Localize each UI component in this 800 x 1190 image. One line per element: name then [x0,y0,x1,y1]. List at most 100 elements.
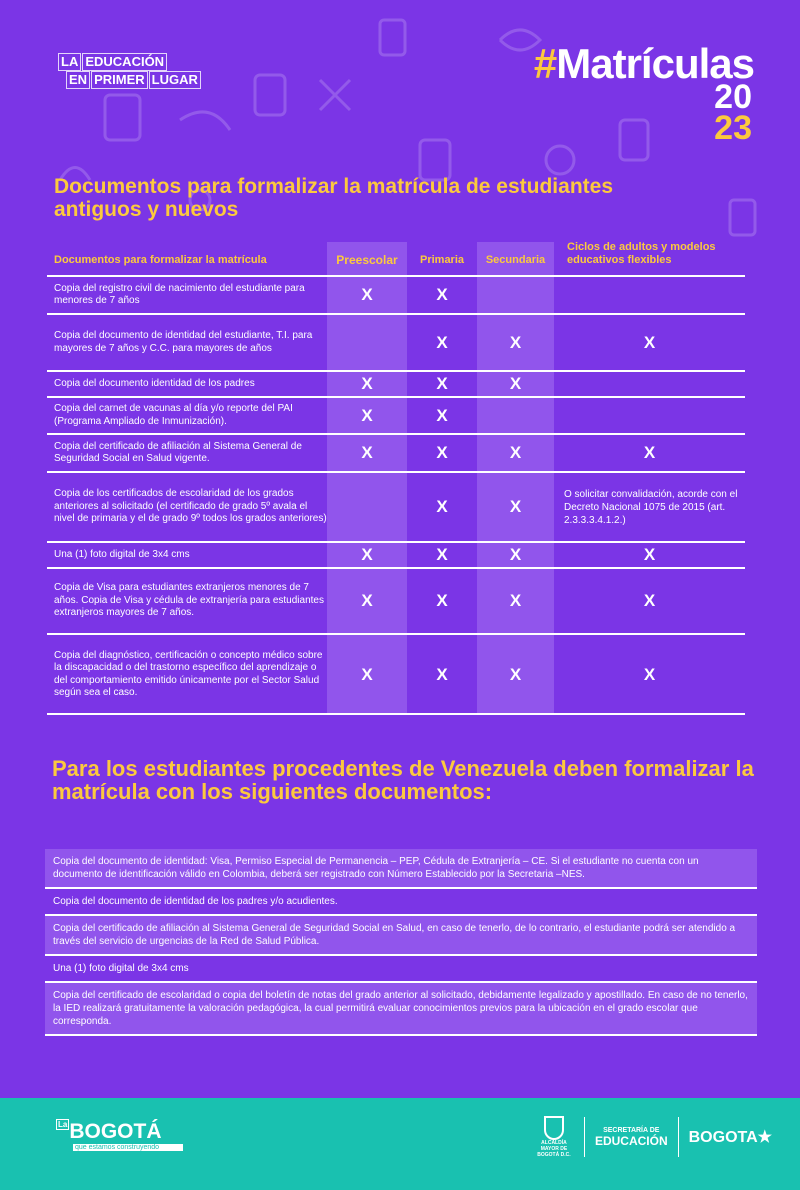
required-mark-ciclos: X [643,664,656,684]
footer: LaBOGOTÁ que estamos construyendo ALCALDÍ… [0,1098,800,1190]
document-description: Copia de Visa para estudiantes extranjer… [54,582,324,619]
column-header-preescolar: Preescolar [336,253,398,267]
required-mark-primaria: X [436,545,448,564]
column-header-ciclos: Ciclos de adultos y modelos educativos f… [567,241,716,266]
logo-la: La [56,1119,70,1130]
campaign-title: #Matrículas [533,40,755,88]
lema-word: EN [66,71,91,89]
empty-cell-secundaria [477,398,554,433]
alcaldia-logo: ALCALDÍA MAYOR DE BOGOTÁ D.C. [534,1116,574,1158]
column-header-secundaria: Secundaria [485,254,546,266]
table-row: Copia del certificado de afiliación al S… [47,433,745,471]
year-top: 20 [714,78,752,116]
required-mark-secundaria: X [509,545,522,564]
empty-cell-ciclos [554,277,745,313]
ciclos-note: O solicitar convalidación, acorde con el… [564,488,738,526]
table-row: Copia del registro civil de nacimiento d… [47,275,745,313]
document-description: Una (1) foto digital de 3x4 cms [54,548,190,560]
school-doodles-pattern [58,18,757,237]
lema-word: LUGAR [148,71,201,89]
table-row: Copia del diagnóstico, certificación o c… [47,633,745,714]
lema-word: PRIMER [91,71,148,89]
required-mark-secundaria: X [509,664,522,684]
secretaria-educacion-logo: SECRETARÍA DE EDUCACIÓN [595,1127,668,1148]
required-mark-preescolar: X [361,545,373,564]
required-mark-primaria: X [436,497,448,516]
required-mark-secundaria: X [509,374,522,393]
alcaldia-text: ALCALDÍA MAYOR DE BOGOTÁ D.C. [537,1140,571,1158]
empty-cell-preescolar [327,315,407,370]
bogota-que-estamos-construyendo-logo: LaBOGOTÁ que estamos construyendo [56,1119,183,1151]
empty-cell-ciclos [554,398,745,433]
institutional-logos: ALCALDÍA MAYOR DE BOGOTÁ D.C. SECRETARÍA… [534,1116,772,1158]
column-header-primaria: Primaria [419,254,465,266]
campaign-year: 20 23 [714,78,752,147]
required-mark-preescolar: X [361,664,373,684]
logo-tagline: que estamos construyendo [73,1144,183,1151]
venezuela-document-item: Una (1) foto digital de 3x4 cms [45,956,757,983]
la-educacion-en-primer-lugar-logo: LA EDUCACIÓN EN PRIMER LUGAR [58,53,202,89]
table-row: Copia del documento de identidad del est… [47,313,745,370]
venezuela-documents-list: Copia del documento de identidad: Visa, … [45,849,757,1036]
required-mark-primaria: X [436,443,448,462]
required-mark-primaria: X [436,664,448,684]
empty-cell-ciclos [554,372,745,396]
required-mark-preescolar: X [361,591,373,610]
secretaria-top: SECRETARÍA DE [603,1126,660,1134]
table-bottom-divider [47,713,745,715]
table-row: Copia del carnet de vacunas al día y/o r… [47,396,745,433]
bogota-logo: BOGOTA★ [689,1127,772,1147]
document-description: Copia del certificado de afiliación al S… [54,440,302,465]
required-mark-primaria: X [436,405,448,425]
required-mark-secundaria: X [509,332,522,352]
lema-word: EDUCACIÓN [82,53,168,71]
required-mark-preescolar: X [361,443,373,462]
venezuela-document-item: Copia del certificado de escolaridad o c… [45,983,757,1036]
venezuela-document-item: Copia del certificado de afiliación al S… [45,916,757,956]
document-description: Copia del registro civil de nacimiento d… [54,282,305,307]
required-mark-ciclos: X [643,545,656,564]
required-mark-secundaria: X [509,591,522,610]
document-description: Copia del carnet de vacunas al día y/o r… [54,403,293,427]
lema-word: LA [58,53,82,71]
required-mark-ciclos: X [643,443,656,462]
logo-separator [583,1117,585,1157]
document-description: Copia de los certificados de escolaridad… [54,488,327,525]
section-title-venezuela: Para los estudiantes procedentes de Vene… [52,756,754,804]
table-row: Copia de Visa para estudiantes extranjer… [47,567,745,633]
empty-cell-secundaria [477,277,554,313]
column-header-documents: Documentos para formalizar la matrícula [54,254,267,266]
required-mark-secundaria: X [509,443,522,462]
required-mark-primaria: X [436,591,448,610]
required-mark-preescolar: X [361,374,373,393]
required-mark-primaria: X [436,285,448,304]
required-mark-preescolar: X [361,285,373,304]
venezuela-document-item: Copia del documento de identidad de los … [45,889,757,916]
required-mark-ciclos: X [643,591,656,610]
section-title-documents: Documentos para formalizar la matrícula … [54,175,614,221]
secretaria-bottom: EDUCACIÓN [594,1133,668,1148]
required-mark-primaria: X [436,332,448,352]
venezuela-document-item: Copia del documento de identidad: Visa, … [45,849,757,889]
required-mark-secundaria: X [509,497,522,516]
secundaria-column-highlight [477,242,554,714]
required-mark-ciclos: X [643,332,656,352]
required-mark-preescolar: X [361,405,373,425]
table-row: Copia del documento identidad de los pad… [47,370,745,396]
logo-bogota: BOGOTÁ [69,1120,162,1143]
star-icon: ★ [757,1129,772,1146]
hashtag-symbol: # [533,40,557,87]
logo-separator [677,1117,679,1157]
document-description: Copia del documento de identidad del est… [54,330,313,354]
empty-cell-preescolar [327,473,407,541]
preescolar-column-highlight [327,242,407,714]
hashtag-text: Matrículas [556,40,755,87]
document-description: Copia del diagnóstico, certificación o c… [54,649,323,699]
coat-of-arms-icon [543,1116,564,1140]
document-description: Copia del documento identidad de los pad… [54,377,255,389]
required-mark-primaria: X [436,374,448,393]
table-row: Copia de los certificados de escolaridad… [47,471,745,541]
table-row: Una (1) foto digital de 3x4 cms X X X X [47,541,745,567]
year-bottom: 23 [714,109,752,147]
bogota-text: BOGOTA [688,1129,758,1146]
